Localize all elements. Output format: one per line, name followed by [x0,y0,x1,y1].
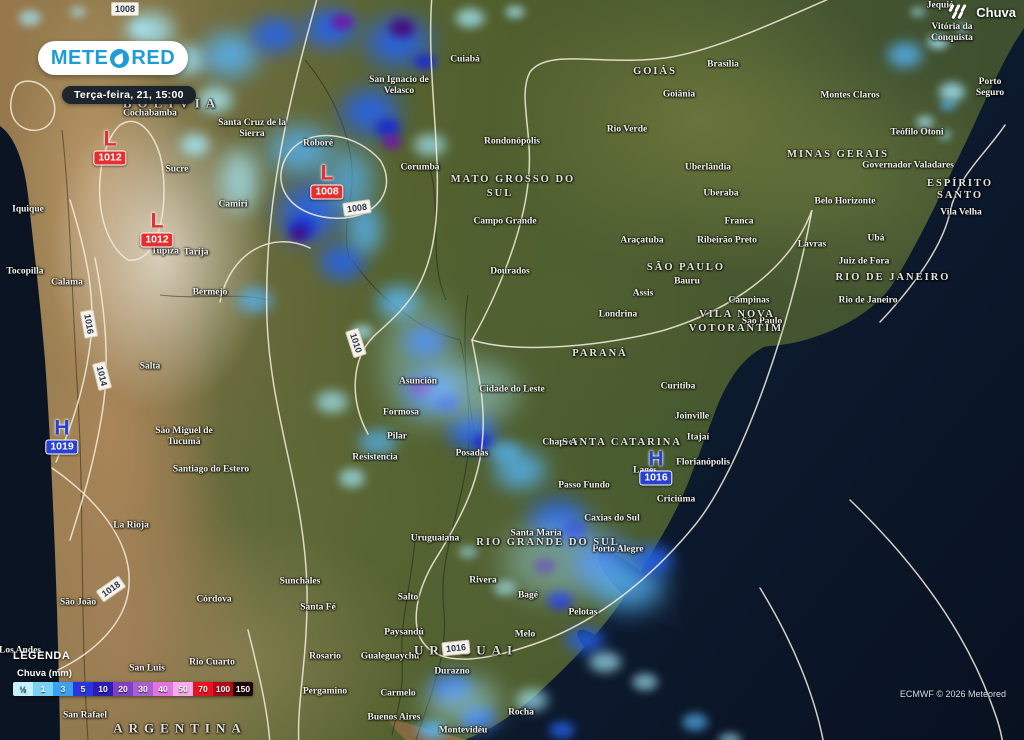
attribution-label: ECMWF © 2026 Meteored [899,689,1006,699]
layer-control-chuva[interactable]: Chuva [948,3,1016,20]
legend-stop: 20 [113,682,133,696]
timestamp-label: Terça-feira, 21, 15:00 [62,86,196,104]
legend-stop: ½ [13,682,33,696]
legend-stop: 70 [193,682,213,696]
legend-stop: 150 [233,682,253,696]
logo-text-post: RED [131,46,176,69]
rain-icon [948,3,970,20]
legend-stop: 5 [73,682,93,696]
legend-unit-label: Chuva (mm) [17,668,72,679]
meteored-drop-icon [110,48,130,68]
legend-stop: 3 [53,682,73,696]
meteored-logo[interactable]: METE RED [38,41,188,75]
legend-color-bar: ½ 1 3 5 10 20 30 40 50 70 100 150 [13,682,253,696]
legend-stop: 50 [173,682,193,696]
legend-stop: 1 [33,682,53,696]
layer-label: Chuva [976,4,1016,20]
legend: LEGENDA Chuva (mm) ½ 1 3 5 10 20 30 40 50 70 100 15… [13,650,253,696]
legend-stop: 30 [133,682,153,696]
legend-stop: 10 [93,682,113,696]
legend-stop: 40 [153,682,173,696]
legend-stop: 100 [213,682,233,696]
legend-title: LEGENDA [13,650,71,662]
logo-text-pre: METE [50,46,109,69]
